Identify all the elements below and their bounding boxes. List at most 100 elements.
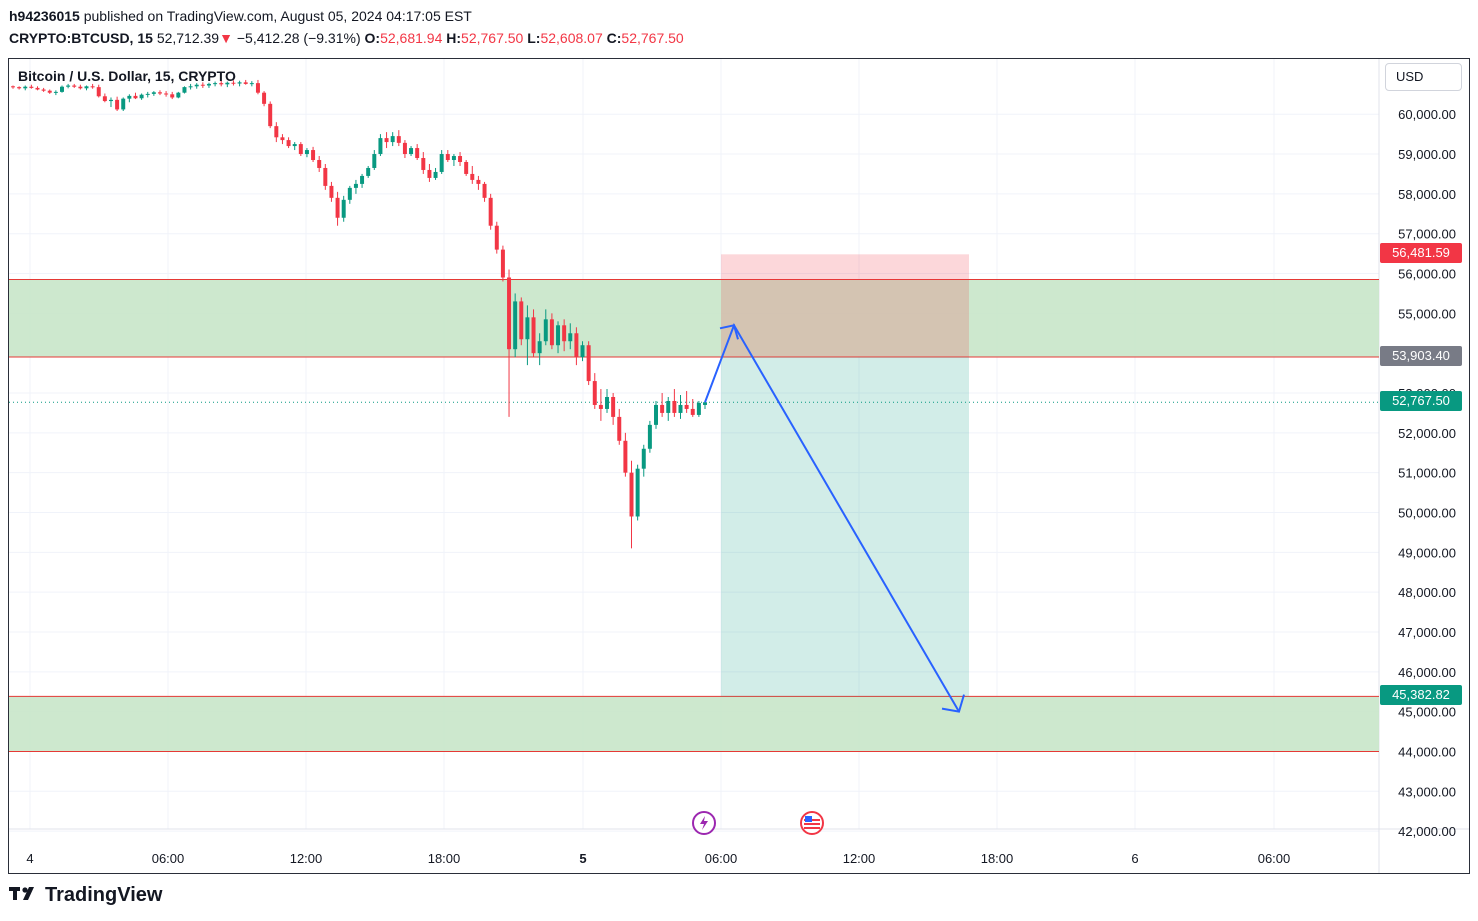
candle-body[interactable] xyxy=(580,345,585,358)
candle-body[interactable] xyxy=(654,404,658,425)
candle-body[interactable] xyxy=(66,85,71,87)
candle-body[interactable] xyxy=(494,225,499,250)
candle-body[interactable] xyxy=(537,341,542,354)
candle-body[interactable] xyxy=(102,96,107,102)
candle-body[interactable] xyxy=(84,86,89,89)
candle-body[interactable] xyxy=(458,156,463,162)
candle-body[interactable] xyxy=(286,140,291,147)
chart-frame[interactable]: 4 06:00 12:00 18:00 5 06:00 12:00 18:00 6 06:00 60… xyxy=(8,58,1470,874)
candle-body[interactable] xyxy=(115,99,120,110)
candle-body[interactable] xyxy=(482,183,487,198)
candle-body[interactable] xyxy=(568,333,573,342)
candle-body[interactable] xyxy=(384,138,389,143)
candle-body[interactable] xyxy=(366,167,371,176)
candle-body[interactable] xyxy=(556,325,561,346)
candle-body[interactable] xyxy=(513,301,518,350)
candle-body[interactable] xyxy=(605,396,610,409)
candle-body[interactable] xyxy=(127,95,132,99)
candle-body[interactable] xyxy=(470,173,475,180)
candle-body[interactable] xyxy=(176,92,181,98)
candle-body[interactable] xyxy=(433,171,438,178)
candle-body[interactable] xyxy=(623,440,628,473)
brand-name[interactable]: TradingView xyxy=(45,884,163,906)
candle-body[interactable] xyxy=(660,404,665,413)
candle-body[interactable] xyxy=(666,400,671,413)
candle-body[interactable] xyxy=(598,404,603,409)
candle-body[interactable] xyxy=(451,156,456,161)
candle-body[interactable] xyxy=(445,154,450,161)
candle-body[interactable] xyxy=(439,154,444,172)
candle-body[interactable] xyxy=(329,185,334,198)
candle-body[interactable] xyxy=(464,161,469,174)
candle-body[interactable] xyxy=(341,199,346,218)
candle-body[interactable] xyxy=(500,249,505,278)
candle-body[interactable] xyxy=(213,83,218,85)
candle-body[interactable] xyxy=(41,89,46,91)
candle-body[interactable] xyxy=(641,448,646,469)
candle-body[interactable] xyxy=(396,136,401,143)
candle-body[interactable] xyxy=(188,86,193,88)
candle-body[interactable] xyxy=(427,169,432,178)
candle-body[interactable] xyxy=(703,402,707,405)
candle-body[interactable] xyxy=(611,396,616,417)
price-tag[interactable]: 45,382.82 xyxy=(1380,685,1462,706)
candle-body[interactable] xyxy=(72,85,77,87)
price-tag[interactable]: 52,767.50 xyxy=(1380,391,1462,412)
candle-body[interactable] xyxy=(151,92,156,94)
candle-body[interactable] xyxy=(347,187,352,200)
candle-body[interactable] xyxy=(317,160,322,168)
candle-body[interactable] xyxy=(696,402,701,415)
candle-body[interactable] xyxy=(243,82,248,84)
candle-body[interactable] xyxy=(519,301,524,340)
candle-body[interactable] xyxy=(409,148,414,155)
candle-body[interactable] xyxy=(562,325,567,342)
candle-body[interactable] xyxy=(60,86,64,92)
candle-body[interactable] xyxy=(255,83,260,93)
candle-body[interactable] xyxy=(90,86,95,88)
candle-body[interactable] xyxy=(311,150,316,161)
candle-body[interactable] xyxy=(231,82,236,84)
stop-loss-area[interactable] xyxy=(721,254,969,358)
us-flag-event-icon[interactable] xyxy=(800,811,824,835)
series-legend[interactable]: Bitcoin / U.S. Dollar, 15, CRYPTO xyxy=(18,68,236,84)
candle-body[interactable] xyxy=(225,82,230,85)
candle-body[interactable] xyxy=(635,468,640,517)
author-name[interactable]: h94236015 xyxy=(9,8,80,24)
lightning-event-icon[interactable] xyxy=(692,811,716,835)
currency-button[interactable]: USD xyxy=(1385,63,1462,91)
take-profit-area[interactable] xyxy=(721,357,969,697)
candle-body[interactable] xyxy=(531,317,536,354)
support-resistance-zone[interactable] xyxy=(9,279,1379,358)
candle-body[interactable] xyxy=(35,87,40,90)
candle-body[interactable] xyxy=(219,83,224,85)
candle-body[interactable] xyxy=(353,183,358,188)
candle-body[interactable] xyxy=(372,154,377,168)
candle-body[interactable] xyxy=(390,136,395,143)
candle-body[interactable] xyxy=(292,144,297,147)
candle-body[interactable] xyxy=(145,93,150,95)
price-tag[interactable]: 56,481.59 xyxy=(1380,243,1462,264)
candle-body[interactable] xyxy=(304,150,309,155)
candle-body[interactable] xyxy=(139,94,144,99)
candle-body[interactable] xyxy=(17,87,22,89)
candle-body[interactable] xyxy=(53,91,58,93)
candle-body[interactable] xyxy=(476,179,481,184)
candle-body[interactable] xyxy=(274,126,279,138)
candle-body[interactable] xyxy=(206,83,211,86)
candle-body[interactable] xyxy=(543,319,548,342)
candle-body[interactable] xyxy=(574,333,579,358)
candle-body[interactable] xyxy=(11,86,15,88)
candle-body[interactable] xyxy=(133,95,138,99)
candle-body[interactable] xyxy=(108,99,113,102)
candle-body[interactable] xyxy=(323,167,328,186)
candle-body[interactable] xyxy=(690,408,695,415)
candle-body[interactable] xyxy=(157,92,162,94)
candle-body[interactable] xyxy=(170,94,175,98)
candle-body[interactable] xyxy=(378,138,383,155)
candle-body[interactable] xyxy=(549,319,554,346)
support-resistance-zone[interactable] xyxy=(9,696,1379,752)
candle-body[interactable] xyxy=(78,86,83,89)
candle-body[interactable] xyxy=(164,93,169,95)
candle-body[interactable] xyxy=(678,404,683,413)
candle-body[interactable] xyxy=(268,103,273,127)
